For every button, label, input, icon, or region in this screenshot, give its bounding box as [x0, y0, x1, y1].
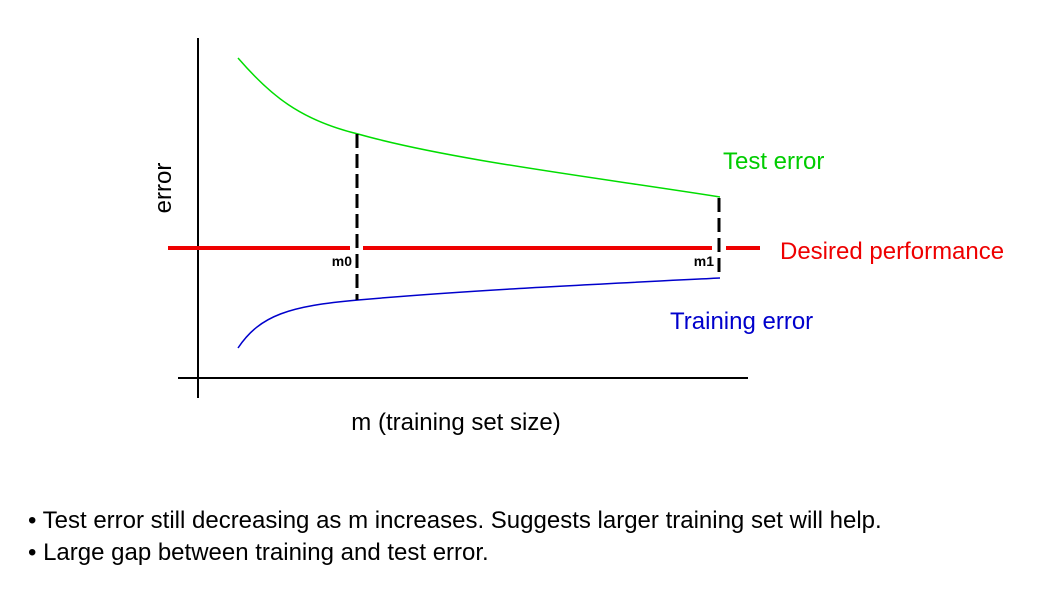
- m0-label: m0: [332, 253, 352, 269]
- training-error-curve: [237, 277, 721, 349]
- note-text: Large gap between training and test erro…: [36, 539, 489, 566]
- test-error-label: Test error: [723, 148, 824, 175]
- note-text: Test error still decreasing as m increas…: [36, 507, 882, 534]
- learning-curve-diagram: error m (training set size) m0 m1 Test e…: [150, 38, 1004, 436]
- m1-label: m1: [694, 253, 714, 269]
- note-item: • Large gap between training and test er…: [28, 537, 1028, 569]
- training-error-label: Training error: [670, 308, 813, 335]
- x-axis-label: m (training set size): [351, 409, 560, 436]
- notes-list: • Test error still decreasing as m incre…: [28, 505, 1028, 569]
- test-error-curve: [237, 57, 721, 198]
- bullet-icon: •: [28, 507, 37, 534]
- note-item: • Test error still decreasing as m incre…: [28, 505, 1028, 537]
- y-axis-label: error: [150, 163, 177, 214]
- desired-performance-label: Desired performance: [780, 238, 1004, 265]
- bullet-icon: •: [28, 539, 37, 566]
